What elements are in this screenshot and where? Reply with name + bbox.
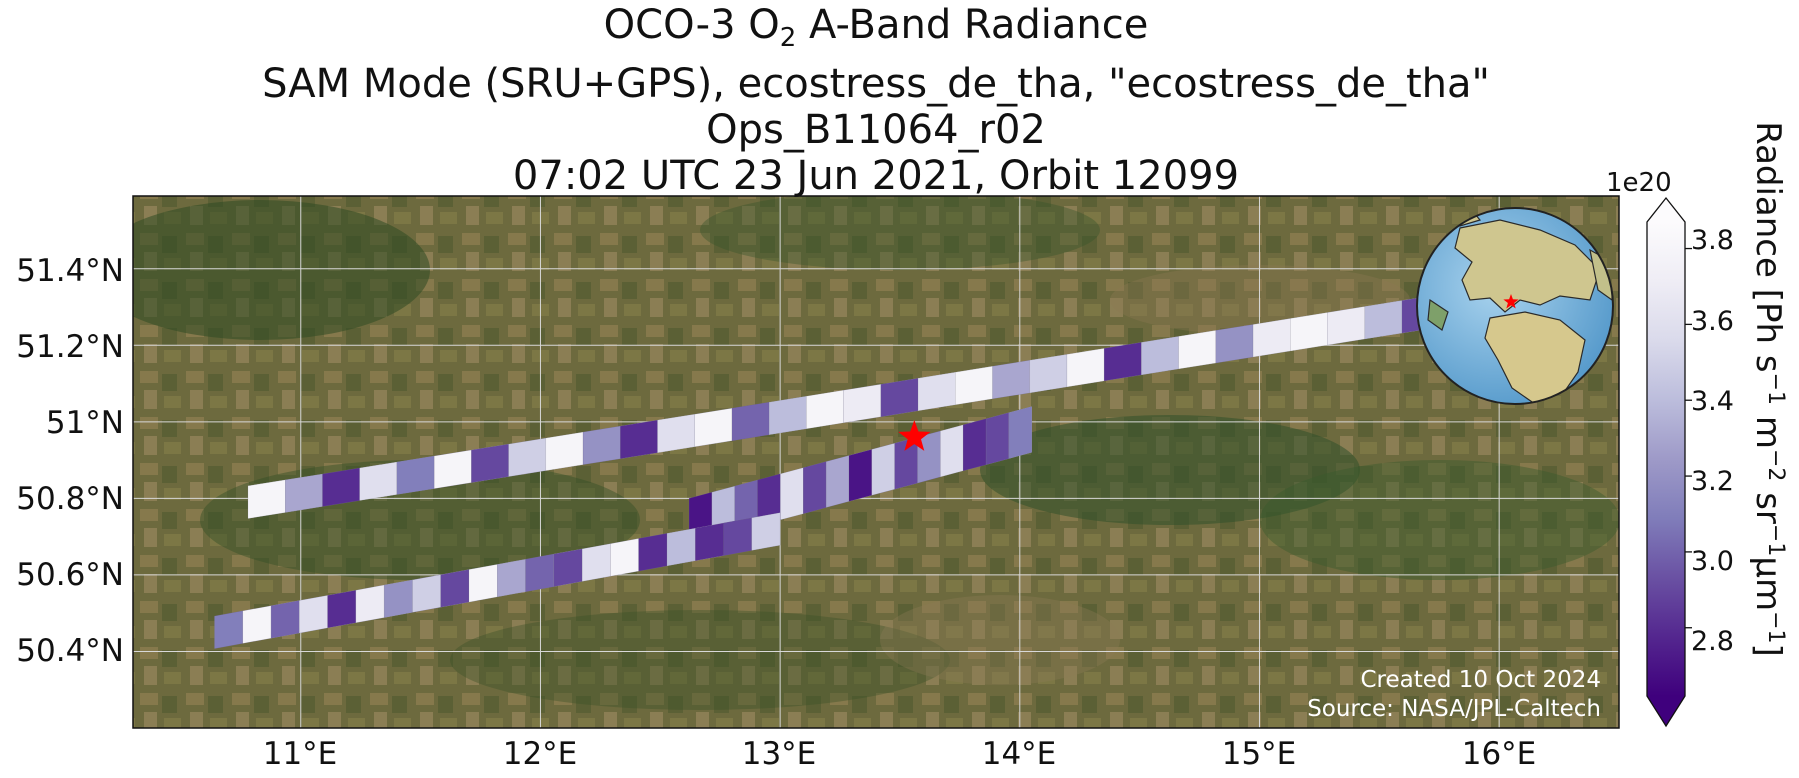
lat-tick-label: 51°N — [45, 405, 124, 441]
colorbar-label: Radiance [Ph s−1 m−2 sr−1μm−1] — [1747, 121, 1789, 657]
radiance-cell — [962, 418, 987, 472]
radiance-cell — [525, 553, 555, 592]
radiance-cell — [1029, 354, 1068, 394]
radiance-cell — [412, 574, 441, 613]
radiance-cell — [355, 584, 385, 623]
lon-tick-label: 16°E — [1461, 736, 1537, 772]
radiance-cell — [940, 424, 964, 478]
lat-tick-label: 50.6°N — [16, 557, 124, 593]
radiance-cell — [383, 579, 413, 618]
radiance-cell — [468, 564, 498, 603]
radiance-cell — [955, 366, 993, 406]
radiance-cell — [848, 449, 873, 502]
colorbar-tick-label: 3.6 — [1691, 306, 1734, 337]
radiance-cell — [433, 449, 472, 489]
radiance-cell — [806, 389, 844, 430]
radiance-cell — [694, 407, 733, 447]
radiance-cell — [917, 372, 956, 412]
star-icon — [898, 420, 931, 451]
lon-tick-label: 11°E — [262, 736, 338, 772]
radiance-cell — [242, 605, 272, 644]
radiance-cell — [508, 437, 547, 477]
radiance-cell — [843, 384, 882, 424]
radiance-cell — [880, 378, 919, 418]
radiance-cell — [1215, 324, 1254, 364]
radiance-cell — [751, 512, 781, 551]
radiance-cell — [1364, 300, 1403, 340]
title-line-4: 07:02 UTC 23 Jun 2021, Orbit 12099 — [512, 153, 1240, 199]
colorbar — [1646, 196, 1692, 728]
lat-tick-label: 51.2°N — [16, 329, 124, 365]
radiance-cell — [247, 479, 286, 519]
radiance-cell — [610, 538, 639, 577]
colorbar-exponent: 1e20 — [1606, 168, 1672, 198]
radiance-cell — [1141, 336, 1179, 376]
radiance-cell — [270, 600, 300, 639]
colorbar-tick-label: 3.8 — [1691, 225, 1734, 256]
title-line-1: OCO-3 O2 A-Band Radiance — [603, 2, 1149, 53]
colorbar-tick-label: 2.8 — [1691, 626, 1734, 657]
radiance-cell — [440, 569, 470, 608]
radiance-cell — [327, 589, 357, 629]
radiance-cell — [322, 467, 360, 507]
radiance-cell — [1066, 348, 1105, 388]
radiance-cell — [582, 425, 621, 465]
title-line-2: SAM Mode (SRU+GPS), ecostress_de_tha, "e… — [262, 61, 1490, 107]
map-frame — [132, 195, 1620, 729]
radiance-cell — [803, 461, 827, 515]
radiance-cell — [768, 395, 807, 435]
lon-tick-label: 14°E — [981, 736, 1057, 772]
radiance-cell — [825, 455, 850, 508]
radiance-cell — [723, 517, 753, 556]
graticule — [133, 196, 1619, 728]
map-title: OCO-3 O2 A-Band Radiance SAM Mode (SRU+G… — [133, 2, 1619, 199]
lat-tick-label: 51.4°N — [16, 253, 124, 289]
radiance-cell — [638, 533, 668, 572]
lat-tick-label: 50.8°N — [16, 481, 124, 517]
radiance-cell — [359, 461, 398, 501]
source-credit: Source: NASA/JPL-Caltech — [1307, 696, 1601, 722]
created-credit: Created 10 Oct 2024 — [1360, 667, 1601, 693]
radiance-cell — [1103, 342, 1142, 382]
globe-icon — [1416, 207, 1614, 405]
radiance-cell — [553, 548, 583, 587]
radiance-cell — [620, 419, 658, 459]
radiance-cell — [581, 543, 611, 582]
radiance-cell — [992, 360, 1031, 400]
lon-tick-label: 13°E — [741, 736, 817, 772]
radiance-cell — [871, 442, 895, 496]
radiance-cell — [657, 413, 695, 453]
radiance-cell — [1252, 318, 1291, 358]
radiance-cell — [1327, 306, 1366, 346]
radiance-cell — [894, 436, 918, 490]
radiance-cell — [985, 412, 1010, 466]
colorbar-tick-label: 3.0 — [1691, 546, 1734, 577]
lon-tick-label: 15°E — [1221, 736, 1297, 772]
title-line-3: Ops_B11064_r02 — [706, 107, 1046, 153]
radiance-cell — [396, 455, 435, 495]
radiance-cell — [214, 610, 244, 649]
radiance-cell — [545, 431, 584, 471]
radiance-cell — [731, 401, 770, 441]
radiance-cell — [285, 473, 323, 513]
radiance-cell — [299, 595, 328, 634]
lat-tick-label: 50.4°N — [16, 633, 124, 669]
radiance-cell — [1290, 312, 1328, 352]
radiance-cell — [1008, 406, 1033, 459]
radiance-swaths — [214, 294, 1440, 649]
radiance-cell — [1178, 330, 1217, 370]
radiance-cell — [471, 443, 509, 483]
radiance-cell — [497, 558, 526, 598]
colorbar-tick-label: 3.4 — [1691, 386, 1734, 417]
colorbar-tick-label: 3.2 — [1691, 466, 1734, 497]
lon-tick-label: 12°E — [502, 736, 578, 772]
radiance-cell — [666, 527, 696, 567]
radiance-cell — [695, 522, 724, 561]
radiance-cell — [780, 467, 804, 521]
